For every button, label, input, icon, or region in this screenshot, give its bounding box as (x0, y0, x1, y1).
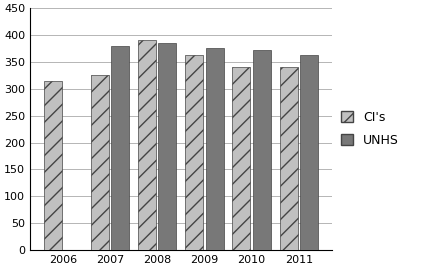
Bar (185, 55, 203, 250)
Bar (159, 43, 177, 250)
Bar (91, 75, 109, 250)
Bar (300, 55, 318, 250)
Bar (233, 67, 250, 250)
Bar (111, 46, 129, 250)
Legend: CI's, UNHS: CI's, UNHS (341, 111, 399, 147)
Bar (44, 81, 62, 250)
Bar (280, 67, 297, 250)
Bar (138, 40, 156, 250)
Bar (206, 48, 224, 250)
Bar (253, 50, 271, 250)
